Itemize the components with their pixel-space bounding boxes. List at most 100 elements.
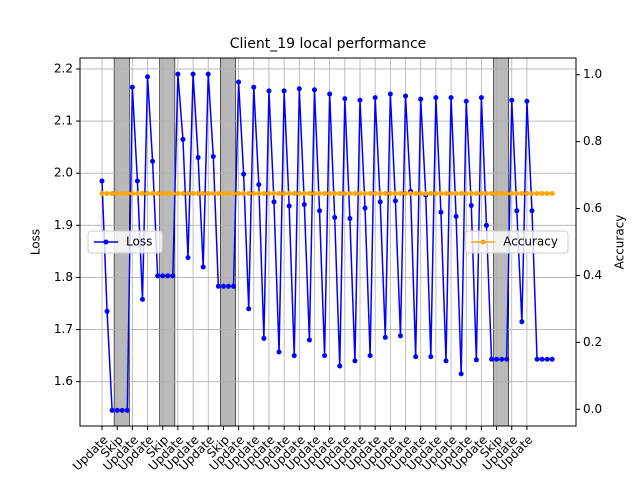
data-point — [443, 358, 449, 364]
data-point — [134, 190, 140, 196]
data-point — [463, 190, 469, 196]
data-point — [514, 208, 520, 214]
data-point — [286, 203, 292, 209]
data-point — [155, 273, 161, 279]
data-point — [397, 333, 403, 339]
data-point — [281, 190, 287, 196]
data-point — [180, 136, 186, 142]
data-point — [499, 356, 505, 362]
data-point — [210, 190, 216, 196]
data-point — [438, 209, 444, 215]
data-point — [509, 97, 515, 103]
data-point — [483, 190, 489, 196]
data-point — [387, 91, 393, 97]
y-tick-label: 1.8 — [54, 270, 73, 284]
data-point — [150, 158, 156, 164]
data-point — [231, 190, 237, 196]
data-point — [180, 190, 186, 196]
data-point — [483, 222, 489, 228]
data-point — [418, 96, 424, 102]
data-point — [119, 190, 125, 196]
data-point — [291, 190, 297, 196]
data-point — [190, 71, 196, 77]
data-point — [352, 358, 358, 364]
data-point — [145, 190, 151, 196]
data-point — [185, 255, 191, 261]
data-point — [236, 190, 242, 196]
data-point — [114, 407, 120, 413]
data-point — [367, 353, 373, 359]
data-point — [453, 213, 459, 219]
data-point — [473, 357, 479, 363]
data-point — [347, 190, 353, 196]
data-point — [352, 190, 358, 196]
data-point — [175, 190, 181, 196]
data-point — [418, 190, 424, 196]
data-point — [276, 349, 282, 355]
data-point — [524, 190, 530, 196]
data-point — [241, 171, 247, 177]
data-point — [524, 98, 530, 104]
data-point — [367, 190, 373, 196]
data-point — [382, 190, 388, 196]
data-point — [301, 201, 307, 207]
data-point — [337, 190, 343, 196]
data-point — [357, 190, 363, 196]
data-point — [397, 190, 403, 196]
data-point — [246, 306, 252, 312]
data-point — [544, 356, 550, 362]
data-point — [104, 190, 110, 196]
data-point — [170, 190, 176, 196]
data-point — [306, 337, 312, 343]
data-point — [408, 190, 414, 196]
data-point — [382, 334, 388, 340]
data-point — [225, 190, 231, 196]
data-point — [200, 264, 206, 270]
data-point — [99, 190, 105, 196]
data-point — [286, 190, 292, 196]
data-point — [129, 84, 135, 90]
legend-marker — [103, 239, 109, 245]
data-point — [433, 95, 439, 101]
data-point — [139, 190, 145, 196]
data-point — [276, 190, 282, 196]
data-point — [458, 371, 464, 377]
y-tick-label: 2.2 — [54, 61, 73, 75]
data-point — [170, 273, 176, 279]
data-point — [266, 190, 272, 196]
y2-tick-label: 0.4 — [583, 268, 602, 282]
data-point — [539, 356, 545, 362]
data-point — [403, 93, 409, 99]
data-point — [448, 95, 454, 101]
data-point — [190, 190, 196, 196]
data-point — [403, 190, 409, 196]
data-point — [519, 319, 525, 325]
data-point — [220, 283, 226, 289]
data-point — [473, 190, 479, 196]
data-point — [317, 190, 323, 196]
data-point — [124, 407, 130, 413]
data-point — [362, 205, 368, 211]
data-point — [129, 190, 135, 196]
y2-tick-label: 1.0 — [583, 67, 602, 81]
data-point — [124, 190, 130, 196]
y-tick-label: 1.9 — [54, 218, 73, 232]
data-point — [549, 356, 555, 362]
legend: Accuracy — [464, 230, 569, 254]
y2-tick-label: 0.0 — [583, 402, 602, 416]
y-tick-label: 1.7 — [54, 322, 73, 336]
chart-title: Client_19 local performance — [230, 36, 427, 52]
data-point — [301, 190, 307, 196]
data-point — [428, 354, 434, 360]
data-point — [215, 283, 221, 289]
data-point — [160, 273, 166, 279]
data-point — [494, 190, 500, 196]
data-point — [205, 71, 211, 77]
data-point — [392, 198, 398, 204]
data-point — [448, 190, 454, 196]
data-point — [296, 190, 302, 196]
data-point — [357, 97, 363, 103]
legend-box — [87, 230, 163, 254]
data-point — [114, 190, 120, 196]
data-point — [362, 190, 368, 196]
